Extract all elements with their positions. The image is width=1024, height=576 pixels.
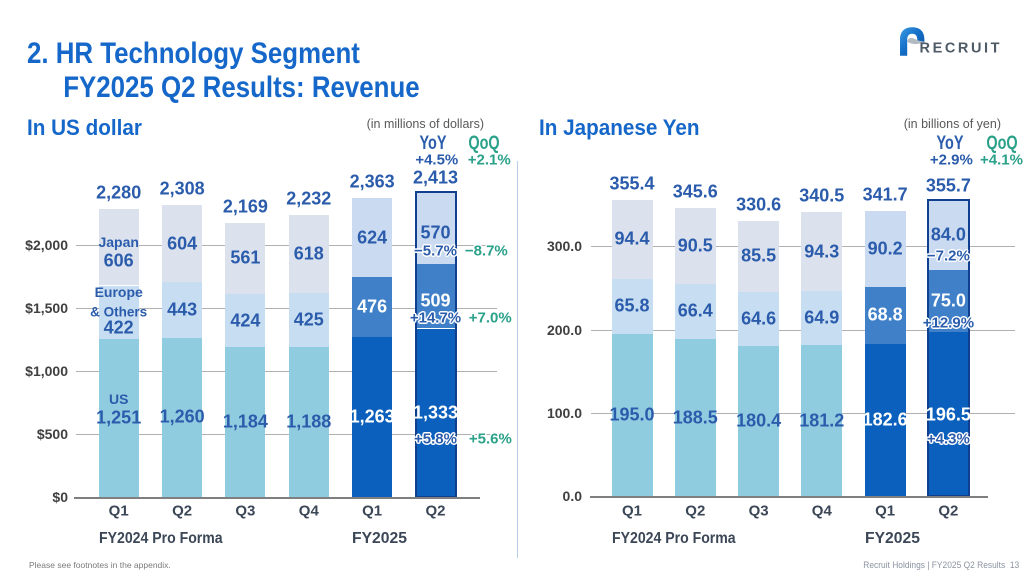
svg-text:RECRUIT: RECRUIT (920, 41, 1003, 57)
